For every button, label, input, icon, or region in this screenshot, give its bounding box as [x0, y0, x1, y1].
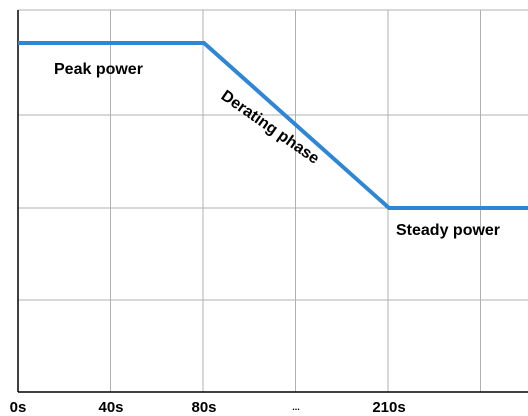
- series-line: [18, 41, 528, 210]
- x-tick-label: 210s: [372, 399, 405, 416]
- annotation-steady-power: Steady power: [396, 222, 500, 239]
- x-tick-label: ...: [292, 402, 300, 412]
- annotation-peak-power: Peak power: [54, 61, 143, 78]
- axes: [17, 10, 528, 393]
- x-tick-label: 40s: [98, 399, 123, 416]
- x-tick-label: 80s: [191, 399, 216, 416]
- x-tick-label: 0s: [10, 399, 27, 416]
- series-line-0: [18, 41, 528, 210]
- x-tick-labels: 0s 40s 80s... 210s: [10, 399, 406, 416]
- grid: [18, 9, 528, 392]
